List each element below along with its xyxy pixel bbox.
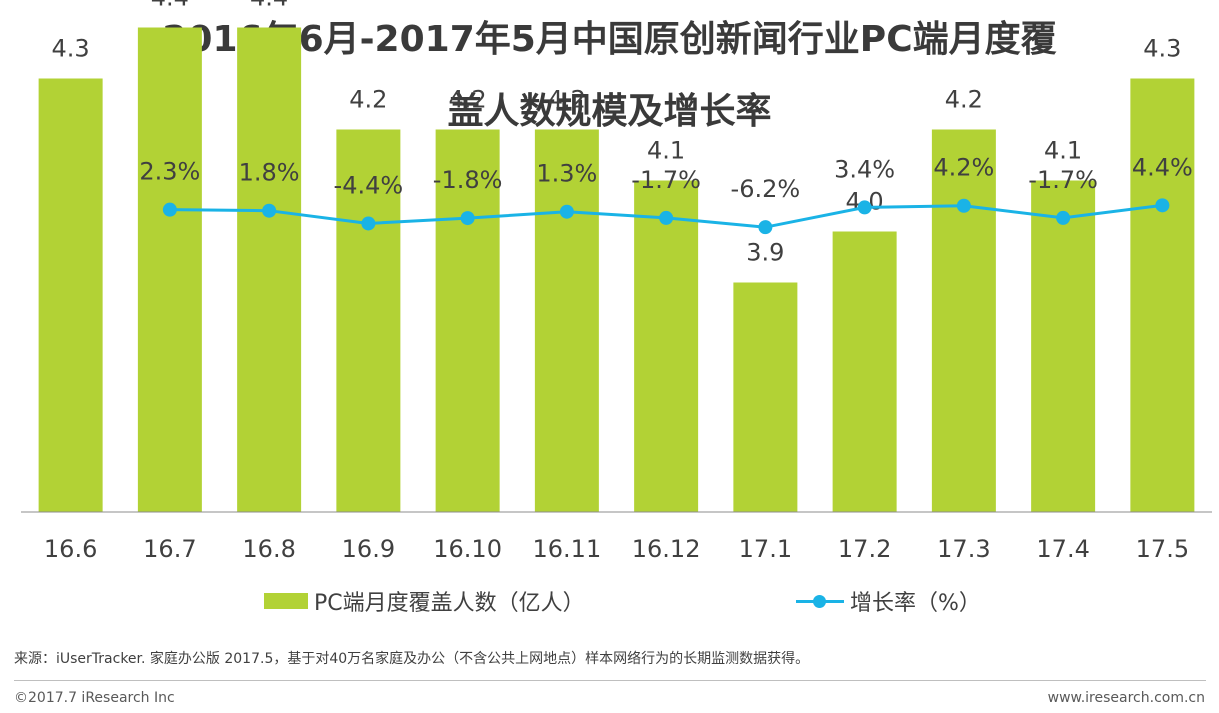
growth-rate-label: -1.7% (1028, 166, 1098, 194)
legend-label-bar: PC端月度覆盖人数（亿人） (314, 591, 585, 616)
growth-rate-label: -4.4% (334, 171, 404, 199)
copyright-text: ©2017.7 iResearch Inc (14, 690, 175, 706)
bar-value-label: 4.2 (349, 86, 387, 114)
bar-value-label: 4.4 (151, 0, 189, 12)
bar (733, 282, 798, 512)
legend-swatch-line (796, 593, 844, 609)
growth-rate-label: -1.7% (631, 166, 701, 194)
footer-divider (14, 680, 1206, 681)
x-tick-label: 16.9 (342, 535, 395, 563)
chart-title-line-2: 盖人数规模及增长率 (447, 91, 772, 132)
growth-rate-point (262, 203, 277, 218)
x-tick-label: 17.5 (1136, 535, 1189, 563)
growth-rate-label: 3.4% (834, 155, 895, 183)
legend-label-line: 增长率（%） (850, 591, 981, 616)
bar (634, 180, 699, 512)
growth-rate-label: -1.8% (433, 166, 503, 194)
bar-value-label: 4.2 (945, 86, 983, 114)
growth-rate-point (857, 200, 872, 215)
x-tick-label: 17.2 (838, 535, 891, 563)
growth-rate-point (956, 198, 971, 213)
bar (534, 129, 599, 512)
x-tick-label: 16.11 (533, 535, 602, 563)
bar (832, 231, 897, 512)
bar (931, 129, 996, 512)
bar-value-label: 4.1 (1044, 137, 1082, 165)
growth-rate-point (1155, 198, 1170, 213)
x-tick-label: 16.10 (433, 535, 502, 563)
growth-rate-label: 1.8% (239, 159, 300, 187)
growth-rate-point (758, 220, 773, 235)
bar (237, 27, 302, 512)
legend-item-line: 增长率（%） (796, 585, 981, 617)
bar-value-label: 4.2 (548, 86, 586, 114)
bar (435, 129, 500, 512)
growth-rate-label: -6.2% (731, 175, 801, 203)
growth-rate-point (361, 216, 376, 231)
growth-rate-point (1056, 210, 1071, 225)
source-note: 来源：iUserTracker. 家庭办公版 2017.5，基于对40万名家庭及… (14, 651, 810, 667)
bar-value-label: 4.1 (647, 137, 685, 165)
legend-swatch-bar (264, 593, 308, 609)
bar (336, 129, 401, 512)
x-tick-label: 16.7 (143, 535, 196, 563)
chart-title-line-1: 2016年6月-2017年5月中国原创新闻行业PC端月度覆 (162, 19, 1057, 60)
bar-value-label: 4.2 (449, 86, 487, 114)
bar-value-label: 3.9 (746, 239, 784, 267)
growth-rate-label: 1.3% (536, 160, 597, 188)
x-tick-label: 16.6 (44, 535, 97, 563)
growth-rate-label: 2.3% (139, 158, 200, 186)
growth-rate-point (460, 211, 475, 226)
legend-item-bar: PC端月度覆盖人数（亿人） (264, 585, 585, 617)
x-tick-label: 17.3 (937, 535, 990, 563)
x-tick-label: 16.12 (632, 535, 701, 563)
bar (137, 27, 202, 512)
bar-value-label: 4.4 (250, 0, 288, 12)
bar (1130, 78, 1195, 512)
x-tick-label: 16.8 (242, 535, 295, 563)
bar-value-label: 4.3 (52, 35, 90, 63)
x-tick-label: 17.4 (1036, 535, 1089, 563)
growth-rate-point (162, 202, 177, 217)
website-link[interactable]: www.iresearch.com.cn (1047, 690, 1205, 706)
bar-value-label: 4.3 (1143, 35, 1181, 63)
x-tick-label: 17.1 (739, 535, 792, 563)
bar (1031, 180, 1096, 512)
bar (38, 78, 103, 512)
growth-rate-point (559, 204, 574, 219)
growth-rate-label: 4.4% (1132, 153, 1193, 181)
growth-rate-point (659, 210, 674, 225)
growth-rate-label: 4.2% (933, 154, 994, 182)
